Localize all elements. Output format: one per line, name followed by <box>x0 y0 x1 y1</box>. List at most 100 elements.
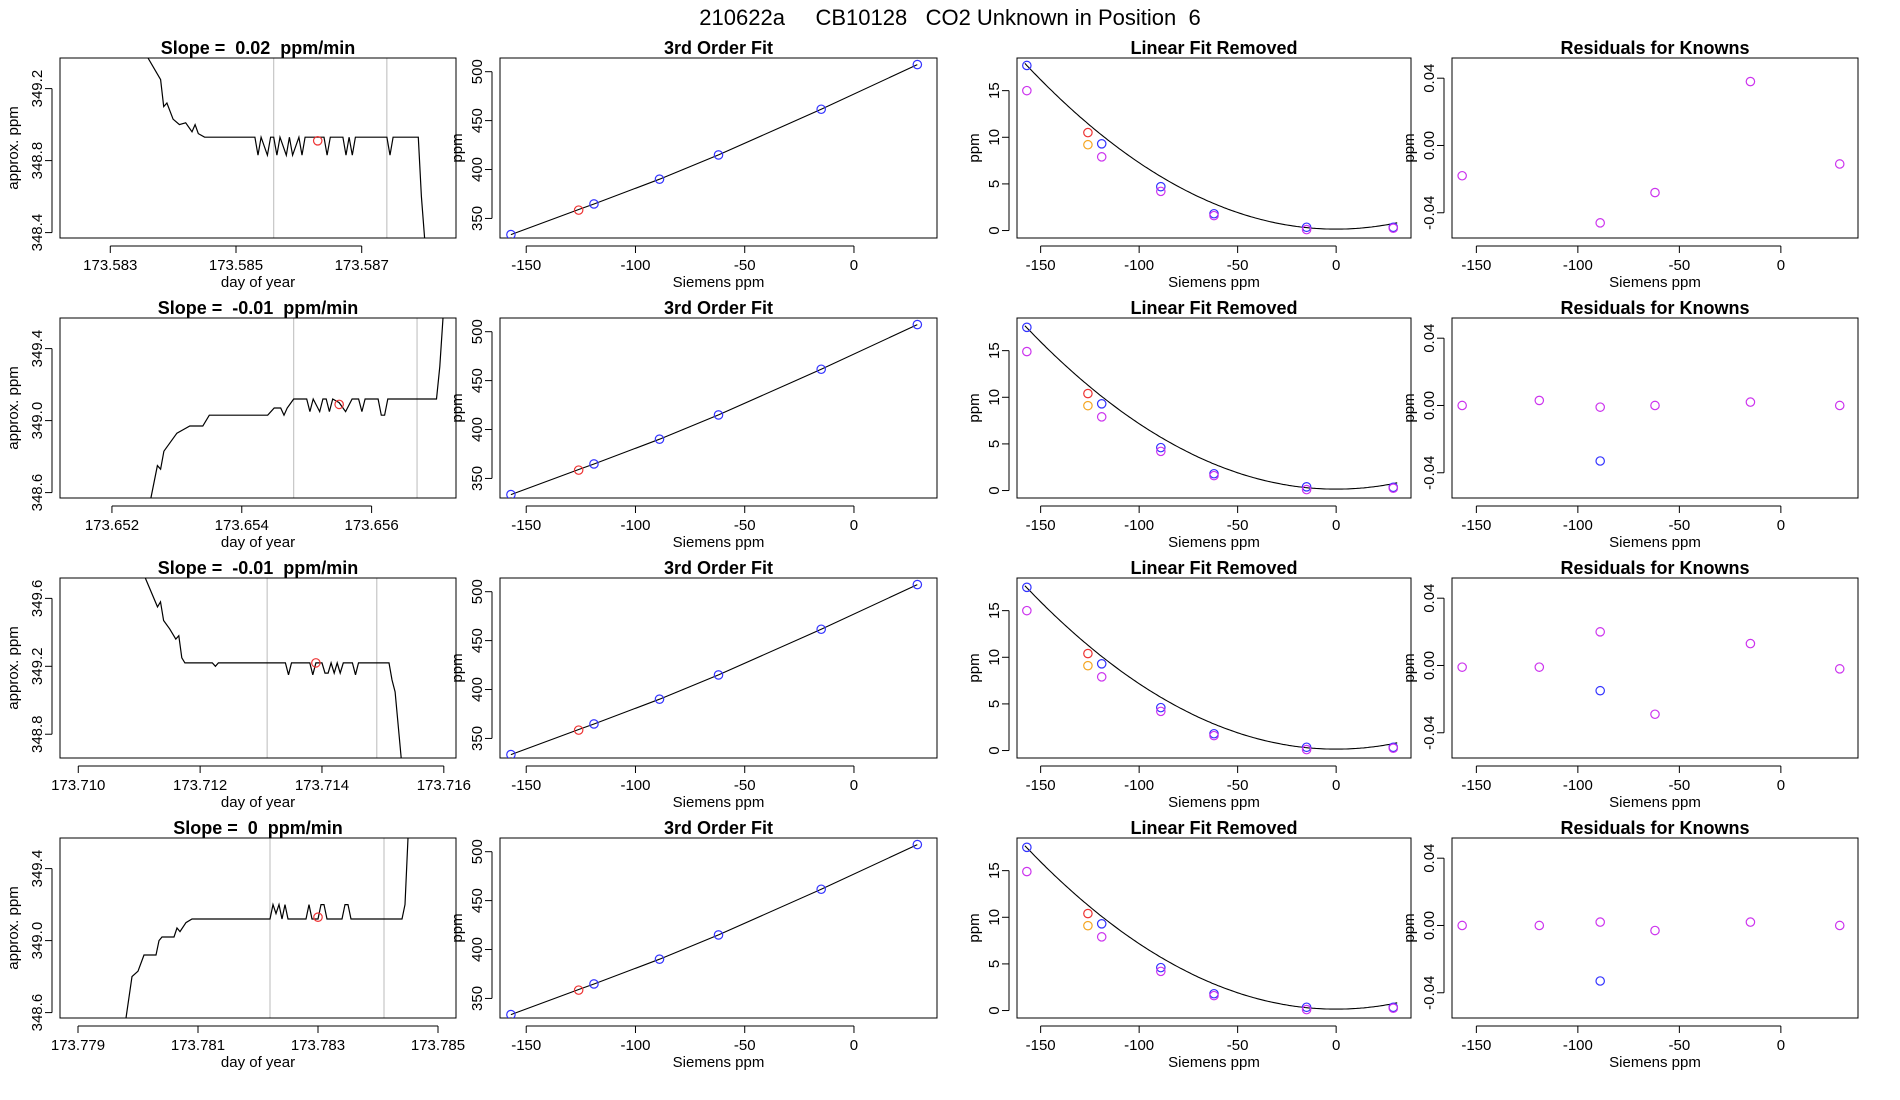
chart-2-1-point-0 <box>506 749 516 758</box>
chart-0-2-frame <box>1016 57 1412 239</box>
chart-3-2-xtick-label-2: -50 <box>1227 1037 1249 1054</box>
chart-3-3-xtick-label-0: -150 <box>1461 1037 1491 1054</box>
chart-2-1: 3rd Order Fit -150 -100 -50 0 Siemens ppm 350 4… <box>449 558 938 811</box>
chart-1-0-xtick-label-0: 173.652 <box>85 517 139 534</box>
chart-0-1-xlabel: Siemens ppm <box>673 274 765 291</box>
chart-3-1-point-5 <box>816 884 826 895</box>
chart-3-2-point-5 <box>1096 932 1107 942</box>
chart-1-1-point-6 <box>912 319 923 330</box>
chart-0-3-point-0 <box>1457 170 1467 181</box>
chart-3-1-point-3 <box>654 954 665 965</box>
chart-1-3-data <box>1457 395 1845 466</box>
chart-1-0-xtick-label-2: 173.656 <box>344 517 398 534</box>
chart-0-1-xtick-label-2: -50 <box>734 257 756 274</box>
chart-0-1: 3rd Order Fit -150 -100 -50 0 Siemens ppm 350 4… <box>449 38 938 291</box>
chart-2-0-marker <box>311 658 321 668</box>
chart-2-2-point-4 <box>1096 659 1107 669</box>
chart-3-2-xtick-label-0: -150 <box>1026 1037 1056 1054</box>
chart-0-1-xtick-label-1: -100 <box>620 257 650 274</box>
chart-3-1-xlabel: Siemens ppm <box>673 1054 765 1071</box>
chart-1-1-data <box>506 319 923 498</box>
chart-0-3-data <box>1457 76 1845 228</box>
chart-0-2-xlabel: Siemens ppm <box>1168 274 1260 291</box>
chart-1-3-point-0 <box>1457 400 1467 411</box>
chart-1-2: Linear Fit Removed -150 -100 -50 0 Siemens pp… <box>966 298 1412 551</box>
chart-0-3-ytick-label-1: 0.00 <box>1421 131 1438 160</box>
chart-1-0-title: Slope = -0.01 ppm/min <box>158 298 359 318</box>
chart-3-2-point-1 <box>1022 866 1032 877</box>
chart-2-2-fit-curve <box>1024 585 1398 750</box>
chart-0-1-point-4 <box>713 150 724 160</box>
chart-0-1-xtick-label-0: -150 <box>511 257 541 274</box>
chart-0-3-title: Residuals for Knowns <box>1560 38 1749 58</box>
chart-1-1-point-4 <box>713 410 724 420</box>
chart-1-3-title: Residuals for Knowns <box>1560 298 1749 318</box>
chart-0-1-ytick-label-2: 450 <box>469 108 486 133</box>
chart-1-1-point-3 <box>654 434 665 445</box>
chart-3-2-point-2 <box>1083 908 1093 919</box>
chart-1-0-xlabel: day of year <box>221 534 295 551</box>
chart-0-0-ytick-label-2: 349.2 <box>29 70 46 108</box>
chart-0-2-point-5 <box>1096 152 1107 162</box>
chart-0-1-ylabel: ppm <box>449 133 466 162</box>
chart-0-1-title: 3rd Order Fit <box>664 38 773 58</box>
chart-0-3-xtick-label-2: -50 <box>1669 257 1691 274</box>
chart-3-1-fit-curve <box>510 844 918 1016</box>
chart-2-1-xtick-label-3: 0 <box>850 777 858 794</box>
chart-3-2-point-4 <box>1096 919 1107 929</box>
chart-2-3-title: Residuals for Knowns <box>1560 558 1749 578</box>
chart-3-1-ylabel: ppm <box>449 913 466 942</box>
chart-2-2-point-0 <box>1022 582 1032 593</box>
chart-0-0-ytick-label-0: 348.4 <box>29 214 46 252</box>
chart-3-2-point-11 <box>1301 1004 1312 1015</box>
chart-2-3-xtick-label-0: -150 <box>1461 777 1491 794</box>
chart-0-3-point-3 <box>1745 76 1756 87</box>
chart-0-2-xtick-label-0: -150 <box>1026 257 1056 274</box>
chart-0-2: Linear Fit Removed -150 -100 -50 0 Siemens pp… <box>966 38 1412 291</box>
chart-3-3-xlabel: Siemens ppm <box>1609 1054 1701 1071</box>
chart-2-2-point-6 <box>1156 702 1166 713</box>
chart-1-1-frame <box>499 317 938 499</box>
chart-3-0-xtick-label-3: 173.785 <box>411 1037 465 1054</box>
chart-0-2-ytick-label-0: 0 <box>986 226 1003 234</box>
chart-3-0-ytick-label-2: 349.4 <box>29 850 46 888</box>
chart-0-0-trace-line <box>147 58 426 238</box>
chart-2-1-ytick-label-1: 400 <box>469 677 486 702</box>
chart-2-3-ylabel: ppm <box>1401 653 1418 682</box>
chart-1-2-point-5 <box>1096 412 1107 422</box>
chart-2-2-frame <box>1016 577 1412 759</box>
chart-1-3-ytick-label-2: 0.04 <box>1421 324 1438 353</box>
chart-1-2-point-8 <box>1209 468 1219 479</box>
chart-2-3-xtick-label-3: 0 <box>1777 777 1785 794</box>
chart-2-0-data <box>144 578 402 758</box>
chart-2-2-ytick-label-0: 0 <box>986 746 1003 754</box>
chart-1-2-point-9 <box>1209 470 1219 481</box>
chart-3-0-ytick-label-1: 349.0 <box>29 922 46 960</box>
chart-1-3-ytick-label-0: -0.04 <box>1421 456 1438 490</box>
chart-3-3-point-6 <box>1834 920 1845 931</box>
chart-1-1-point-2 <box>589 459 599 469</box>
chart-0-0-xtick-label-0: 173.583 <box>83 257 137 274</box>
chart-3-1-ytick-label-2: 450 <box>469 888 486 913</box>
chart-1-1-ytick-label-1: 400 <box>469 417 486 442</box>
chart-3-3-frame <box>1451 837 1859 1019</box>
chart-0-2-xtick-label-3: 0 <box>1332 257 1340 274</box>
chart-2-2-point-1 <box>1022 605 1032 616</box>
chart-2-2-point-2 <box>1083 648 1093 659</box>
chart-2-0-xtick-label-0: 173.710 <box>51 777 105 794</box>
chart-0-2-point-7 <box>1156 186 1166 197</box>
chart-2-3-point-2 <box>1595 627 1605 637</box>
chart-1-3-point-3 <box>1595 456 1605 466</box>
chart-1-1-point-1 <box>573 465 584 475</box>
chart-3-3-point-2 <box>1595 917 1605 927</box>
chart-1-2-point-4 <box>1096 399 1107 409</box>
chart-0-2-xtick-label-2: -50 <box>1227 257 1249 274</box>
chart-0-2-data <box>1022 60 1399 235</box>
chart-0-3: Residuals for Knowns -150 -100 -50 0 Siemens … <box>1401 38 1859 291</box>
chart-0-2-point-1 <box>1022 85 1032 96</box>
chart-3-2-ytick-label-2: 10 <box>986 909 1003 926</box>
chart-1-2-ytick-label-3: 15 <box>986 342 1003 359</box>
chart-0-3-ytick-label-0: -0.04 <box>1421 196 1438 230</box>
chart-3-2-point-13 <box>1388 1003 1399 1014</box>
chart-3-2-point-3 <box>1083 920 1093 931</box>
